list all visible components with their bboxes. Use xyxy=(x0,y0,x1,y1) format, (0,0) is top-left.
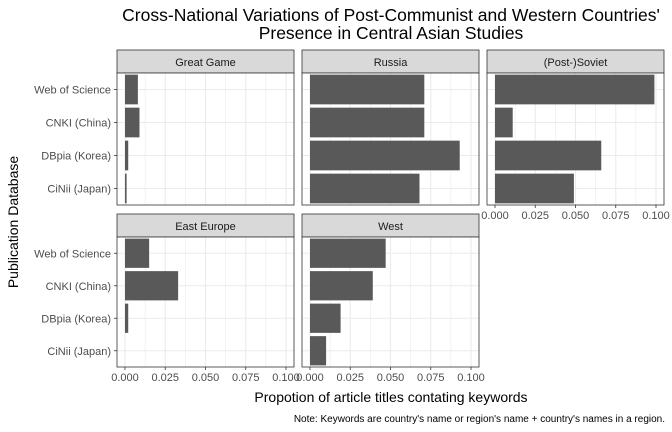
x-tick-label: 0.025 xyxy=(521,210,549,222)
bar-great-game-cinii-japan xyxy=(125,173,127,204)
bar-east-europe-dbpia-korea xyxy=(125,303,129,333)
x-tick-label: 0.100 xyxy=(272,372,300,384)
x-tick-label: 0.000 xyxy=(481,210,509,222)
y-tick-label: CiNii (Japan) xyxy=(47,346,111,358)
panel-great-game: Great Game Web of Science CNKI (China) DBpi… xyxy=(34,49,295,206)
strip-label-east-europe: East Europe xyxy=(175,221,236,233)
x-axis-title: Propotion of article titles contating ke… xyxy=(254,389,527,405)
bar-great-game-cnki-china xyxy=(125,107,140,138)
y-tick-label: CNKI (China) xyxy=(46,118,111,130)
bar-russia-web-of-science xyxy=(310,74,425,105)
bar-russia-dbpia-korea xyxy=(310,140,460,171)
panel-east-europe: East Europe Web of Science CNKI (China) DBp… xyxy=(34,213,300,384)
bar-great-game-dbpia-korea xyxy=(125,140,129,171)
x-tick-label: 0.075 xyxy=(232,372,260,384)
bar-great-game-web-of-science xyxy=(125,74,138,105)
x-tick-label: 0.100 xyxy=(642,210,670,222)
chart-subtitle: Presence in Central Asian Studies xyxy=(259,23,524,43)
bar-east-europe-web-of-science xyxy=(125,238,150,268)
bar-russia-cnki-china xyxy=(310,107,425,138)
x-tick-label: 0.050 xyxy=(192,372,220,384)
panel-post-soviet: (Post-)Soviet 0.000 0.025 0.050 0.075 0.100 xyxy=(481,49,670,222)
strip-label-post-soviet: (Post-)Soviet xyxy=(544,57,608,69)
strip-label-great-game: Great Game xyxy=(175,57,236,69)
y-tick-label: DBpia (Korea) xyxy=(41,313,111,325)
x-tick-label: 0.075 xyxy=(417,372,445,384)
y-tick-label: Web of Science xyxy=(34,85,111,97)
bar-west-cinii-japan xyxy=(310,336,327,366)
panel-west: West 0.000 0.025 0.050 0.075 0.100 xyxy=(296,213,485,384)
panel-russia: Russia xyxy=(301,49,480,206)
x-tick-label: 0.075 xyxy=(602,210,630,222)
bar-west-cnki-china xyxy=(310,271,373,301)
panel-border-russia xyxy=(301,72,480,206)
x-tick-label: 0.000 xyxy=(296,372,324,384)
facet-panels: Great Game Web of Science CNKI (China) DBpi… xyxy=(34,49,670,384)
x-tick-label: 0.025 xyxy=(151,372,179,384)
bar-west-web-of-science xyxy=(310,238,386,268)
y-tick-label: DBpia (Korea) xyxy=(41,151,111,163)
bar-post-soviet-cnki-china xyxy=(495,107,513,138)
y-tick-label: Web of Science xyxy=(34,248,111,260)
x-tick-label: 0.050 xyxy=(377,372,405,384)
bar-post-soviet-web-of-science xyxy=(495,74,655,105)
x-tick-label: 0.050 xyxy=(562,210,590,222)
bar-west-dbpia-korea xyxy=(310,303,341,333)
y-tick-label: CiNii (Japan) xyxy=(47,184,111,196)
y-tick-label: CNKI (China) xyxy=(46,281,111,293)
bar-post-soviet-cinii-japan xyxy=(495,173,574,204)
x-tick-label: 0.025 xyxy=(336,372,364,384)
bar-east-europe-cnki-china xyxy=(125,271,179,301)
strip-label-russia: Russia xyxy=(374,57,409,69)
chart-title: Cross-National Variations of Post-Commun… xyxy=(122,5,660,25)
strip-label-west: West xyxy=(378,221,403,233)
bar-post-soviet-dbpia-korea xyxy=(495,140,602,171)
bar-russia-cinii-japan xyxy=(310,173,420,204)
x-tick-label: 0.000 xyxy=(111,372,139,384)
x-tick-label: 0.100 xyxy=(457,372,485,384)
chart-caption: Note: Keywords are country's name or reg… xyxy=(294,414,665,425)
y-axis-title: Publication Database xyxy=(5,156,21,289)
panel-border-great-game xyxy=(116,72,295,206)
